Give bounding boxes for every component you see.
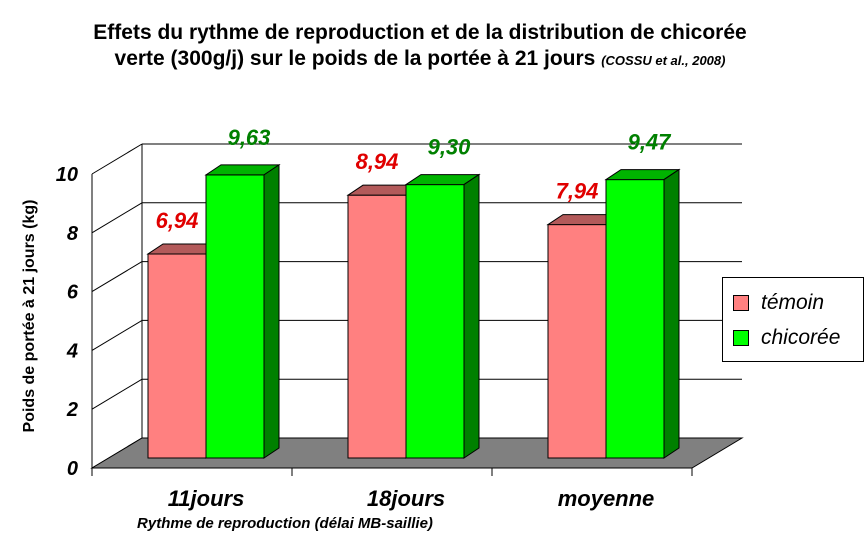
bar-front [147,253,207,459]
legend-item-chicoree: chicorée [733,325,840,351]
bar-side [463,173,480,459]
y-axis-ticks: 0 2 4 6 8 10 [56,164,79,480]
chart-citation: (COSSU et al., 2008) [601,53,726,68]
legend-swatch-temoin [733,295,749,311]
y-tick-label: 2 [66,399,78,421]
y-tick-label: 4 [66,340,78,362]
bar-front [547,224,607,459]
x-axis-label: Rythme de reproduction (délai MB-saillie… [137,515,433,532]
data-label: 6,94 [156,208,199,233]
category-label: 18jours [367,486,445,511]
gridline-side [91,202,143,234]
legend-item-temoin: témoin [733,290,824,316]
category-label: moyenne [558,486,655,511]
bar-front [605,179,665,459]
bar-front [205,174,265,459]
bar-chicorée-moyenne [604,168,681,459]
bar-front [347,194,407,459]
bar-side [663,168,680,459]
data-label: 9,63 [228,125,271,150]
legend: témoin chicorée [722,277,864,362]
legend-label-temoin: témoin [761,291,825,314]
y-tick-label: 8 [67,223,79,245]
y-tick-label: 10 [56,164,78,186]
bar-side [263,163,280,459]
bar-chicorée-18jours [404,173,481,459]
gridline-side [91,378,143,410]
category-labels: 11jours 18jours moyenne [168,486,655,511]
gridline-side [91,319,143,351]
bar-front [405,184,465,459]
data-label: 8,94 [356,149,399,174]
chart-title-line2-text: verte (300g/j) sur le poids de la portée… [114,47,596,70]
bar-chicorée-11jours [204,163,281,459]
legend-swatch-chicoree [733,330,749,346]
y-tick-label: 0 [67,458,78,480]
gridline-side [91,261,143,293]
data-labels: 6,94 9,63 8,94 9,30 7,94 9,47 [156,125,673,233]
category-label: 11jours [168,486,245,511]
side-wall [92,144,142,468]
legend-label-chicoree: chicorée [761,326,841,349]
data-label: 9,30 [428,135,472,160]
bars [146,163,681,459]
chart-title-line1: Effets du rythme de reproduction et de l… [93,21,747,44]
y-axis-label: Poids de portée à 21 jours (kg) [21,200,38,433]
chart-title-line2: verte (300g/j) sur le poids de la portée… [0,46,840,74]
data-label: 9,47 [628,130,673,155]
y-tick-label: 6 [67,282,79,304]
data-label: 7,94 [556,179,599,204]
gridline-side [91,143,143,175]
